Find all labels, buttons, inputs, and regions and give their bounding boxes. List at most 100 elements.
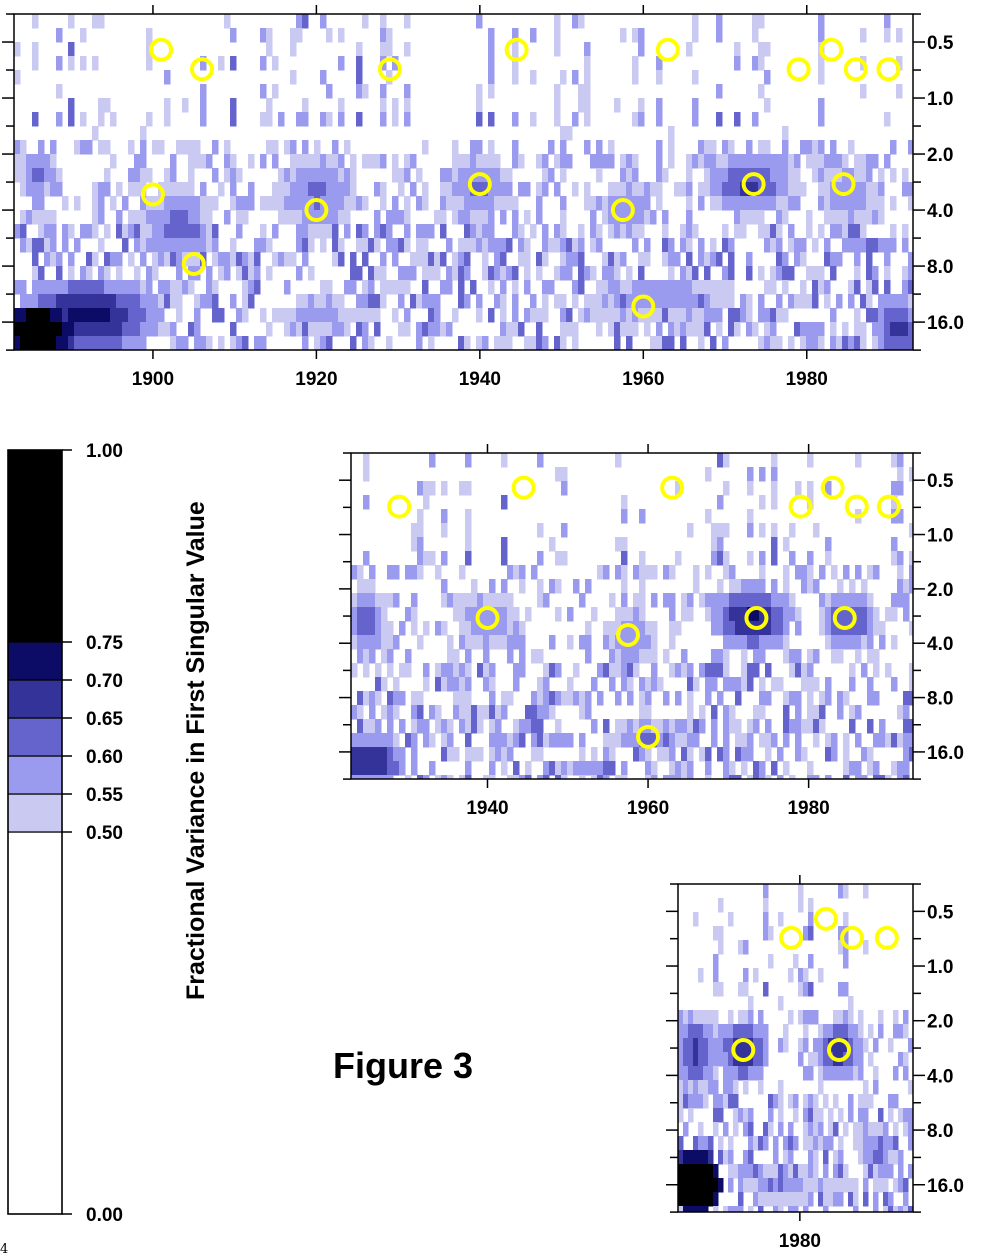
heatmap-cell [494, 182, 501, 197]
maximum-marker [876, 494, 901, 519]
heatmap-cell [122, 308, 129, 323]
heatmap-cell [753, 1024, 759, 1039]
heatmap-cell [332, 154, 339, 169]
heatmap-cell [608, 294, 615, 309]
heatmap-cell [74, 336, 81, 350]
heatmap-cell [908, 1108, 913, 1123]
heatmap-cell [483, 635, 490, 650]
heatmap-cell [681, 607, 688, 622]
heatmap-cell [711, 537, 718, 552]
heatmap-cell [98, 294, 105, 309]
heatmap-cell [488, 84, 495, 99]
heatmap-cell [873, 621, 880, 636]
heatmap-cell [140, 168, 147, 183]
heatmap-cell [803, 1024, 809, 1039]
heatmap-cell [375, 733, 382, 748]
heatmap-cell [896, 308, 903, 323]
heatmap-cell [789, 523, 796, 538]
heatmap-cell [837, 691, 844, 706]
heatmap-cell [530, 336, 537, 350]
heatmap-cell [688, 1164, 694, 1179]
heatmap-cell [873, 663, 880, 678]
heatmap-cell [708, 1164, 714, 1179]
heatmap-cell [459, 705, 466, 720]
heatmap-cell [782, 196, 789, 211]
heatmap-cell [753, 1136, 759, 1151]
heatmap-cell [801, 579, 808, 594]
heatmap-cell [375, 747, 382, 762]
heatmap-cell [734, 308, 741, 323]
heatmap-cell [753, 663, 760, 678]
heatmap-cell [549, 761, 556, 776]
heatmap-cell [104, 280, 111, 295]
heatmap-cell [495, 593, 502, 608]
heatmap-cell [838, 1150, 844, 1165]
heatmap-cell [794, 294, 801, 309]
heatmap-cell [362, 322, 369, 337]
heatmap-cell [728, 168, 735, 183]
heatmap-cell [512, 140, 519, 155]
heatmap-cell [638, 266, 645, 281]
heatmap-cell [555, 551, 562, 566]
heatmap-cell [657, 747, 664, 762]
heatmap-cell [393, 733, 400, 748]
heatmap-cell [703, 1024, 709, 1039]
colorbar-band [7, 449, 63, 643]
heatmap-cell [866, 196, 873, 211]
heatmap-cell [170, 182, 177, 197]
heatmap-cell [813, 1052, 819, 1067]
maximum-marker [387, 494, 412, 519]
heatmap-cell [513, 761, 520, 776]
heatmap-cell [146, 280, 153, 295]
heatmap-cell [182, 238, 189, 253]
heatmap-cell [858, 1038, 864, 1053]
heatmap-cell [561, 761, 568, 776]
heatmap-cell [789, 691, 796, 706]
heatmap-cell [738, 1206, 744, 1212]
heatmap-cell [718, 1108, 724, 1123]
heatmap-cell [893, 1024, 899, 1039]
heatmap-cell [896, 294, 903, 309]
heatmap-cell [713, 982, 719, 997]
heatmap-cell [833, 1066, 839, 1081]
heatmap-cell [344, 196, 351, 211]
heatmap-cell [800, 140, 807, 155]
heatmap-cell [743, 1024, 749, 1039]
heatmap-cell [512, 56, 519, 71]
heatmap-cell [206, 266, 213, 281]
heatmap-cell [872, 196, 879, 211]
heatmap-cell [518, 224, 525, 239]
heatmap-cell [897, 733, 904, 748]
heatmap-cell [743, 968, 749, 983]
heatmap-cell [819, 705, 826, 720]
heatmap-cell [351, 761, 358, 776]
heatmap-cell [453, 747, 460, 762]
heatmap-cell [405, 663, 412, 678]
heatmap-cell [863, 1080, 869, 1095]
heatmap-cell [62, 336, 69, 350]
heatmap-cell [465, 481, 472, 496]
heatmap-cell [765, 747, 772, 762]
heatmap-cell [404, 42, 411, 57]
heatmap-cell [260, 238, 267, 253]
heatmap-cell [884, 294, 891, 309]
heatmap-cell [146, 28, 153, 43]
heatmap-cell [536, 182, 543, 197]
heatmap-cell [668, 252, 675, 267]
heatmap-cell [470, 210, 477, 225]
heatmap-cell [638, 252, 645, 267]
heatmap-cell [489, 593, 496, 608]
heatmap-cell [38, 322, 45, 337]
heatmap-cell [800, 336, 807, 350]
heatmap-cell [488, 42, 495, 57]
heatmap-cell [853, 1122, 859, 1137]
heatmap-cell [572, 280, 579, 295]
heatmap-cell [32, 238, 39, 253]
heatmap-cell [818, 1108, 824, 1123]
heatmap-cell [602, 280, 609, 295]
heatmap-cell [188, 168, 195, 183]
heatmap-cell [278, 308, 285, 323]
heatmap-cell [718, 1024, 724, 1039]
heatmap-cell [692, 308, 699, 323]
